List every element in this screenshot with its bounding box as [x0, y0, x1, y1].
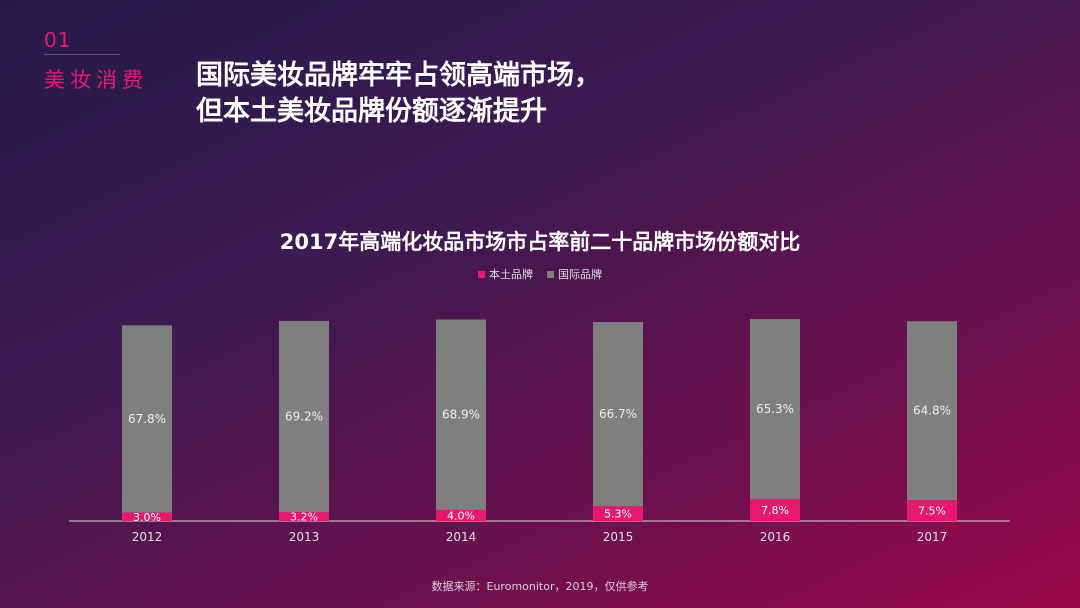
- bar-domestic-2013: [279, 512, 329, 521]
- legend-item-domestic: 本土品牌: [478, 266, 533, 282]
- x-tick-label-2012: 2012: [132, 530, 163, 544]
- data-source-note: 数据来源：Euromonitor，2019，仅供参考: [431, 580, 649, 593]
- bar-international-2016: [750, 319, 800, 500]
- bar-domestic-2015: [593, 506, 643, 521]
- bar-international-2014: [436, 319, 486, 510]
- headline: 国际美妆品牌牢牢占领高端市场， 但本土美妆品牌份额逐渐提升: [196, 58, 601, 130]
- x-tick-label-2013: 2013: [289, 530, 320, 544]
- data-label-domestic-2017: 7.5%: [918, 505, 946, 518]
- data-label-international-2016: 65.3%: [756, 402, 794, 416]
- data-label-domestic-2016: 7.8%: [761, 504, 789, 517]
- bar-domestic-2014: [436, 509, 486, 521]
- legend-swatch-international: [547, 270, 554, 278]
- headline-line-1: 国际美妆品牌牢牢占领高端市场，: [196, 60, 601, 91]
- data-label-international-2014: 68.9%: [442, 408, 480, 422]
- data-label-international-2013: 69.2%: [285, 410, 323, 424]
- section-label: 美妆消费: [44, 68, 148, 92]
- section-divider: [44, 54, 120, 55]
- bar-domestic-2012: [122, 512, 172, 521]
- x-tick-label-2015: 2015: [603, 530, 634, 544]
- chart-legend: 本土品牌 国际品牌: [0, 266, 1080, 282]
- x-tick-label-2014: 2014: [446, 530, 477, 544]
- data-label-domestic-2013: 3.2%: [290, 511, 318, 524]
- data-label-international-2017: 64.8%: [913, 404, 951, 418]
- x-tick-label-2017: 2017: [917, 530, 948, 544]
- data-label-international-2015: 66.7%: [599, 407, 637, 421]
- legend-label-international: 国际品牌: [558, 268, 602, 281]
- bar-international-2012: [122, 325, 172, 513]
- legend-item-international: 国际品牌: [547, 266, 602, 282]
- data-label-international-2012: 67.8%: [128, 412, 166, 426]
- bar-international-2015: [593, 322, 643, 507]
- legend-label-domestic: 本土品牌: [489, 268, 533, 281]
- legend-swatch-domestic: [478, 270, 485, 278]
- data-label-domestic-2014: 4.0%: [447, 509, 475, 522]
- x-tick-label-2016: 2016: [760, 530, 791, 544]
- section-number: 01: [44, 28, 72, 52]
- data-label-domestic-2012: 3.0%: [133, 511, 161, 524]
- bar-domestic-2016: [750, 499, 800, 521]
- headline-line-2: 但本土美妆品牌份额逐渐提升: [196, 96, 547, 127]
- bar-domestic-2017: [907, 500, 957, 521]
- data-label-domestic-2015: 5.3%: [604, 508, 632, 521]
- bar-international-2017: [907, 321, 957, 501]
- bar-international-2013: [279, 320, 329, 513]
- chart-title: 2017年高端化妆品市场市占率前二十品牌市场份额对比: [279, 230, 801, 254]
